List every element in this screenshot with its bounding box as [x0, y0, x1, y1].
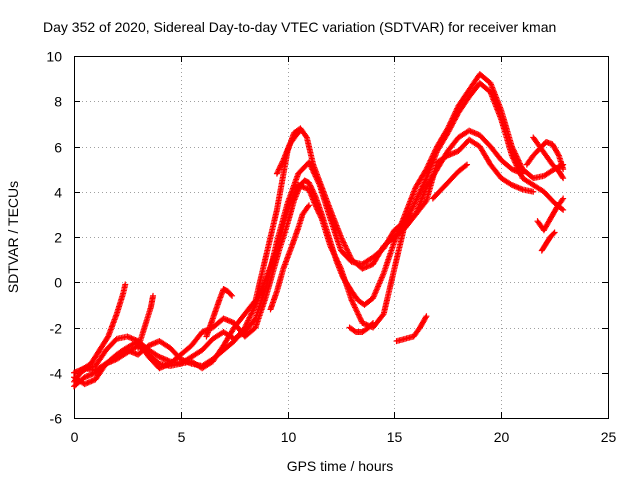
data-point [296, 128, 303, 135]
data-point [305, 202, 312, 209]
x-axis-label: GPS time / hours [287, 458, 394, 474]
data-point [279, 159, 286, 166]
series-burst-j [534, 195, 567, 234]
ticks: 0 5 10 15 20 25 -6 -4 -2 0 2 4 6 8 10 [46, 49, 616, 446]
y-tick-label: -4 [50, 366, 63, 382]
data-point [314, 207, 321, 214]
data-point [314, 206, 321, 213]
data-point [368, 321, 375, 328]
data-point [370, 319, 377, 326]
x-tick-label: 25 [601, 429, 617, 445]
series-burst-g [393, 313, 430, 345]
data-point [277, 162, 284, 169]
data-point [530, 188, 537, 195]
data-point [229, 292, 236, 299]
series-burst-c [203, 286, 236, 340]
x-tick-label: 0 [71, 429, 79, 445]
series-burst-e [273, 127, 304, 177]
data-point [313, 205, 320, 212]
series-burst-a [77, 281, 129, 374]
data-point [519, 170, 526, 177]
data-point [305, 179, 312, 186]
data-point [279, 158, 286, 165]
data-point [316, 211, 323, 218]
y-tick-label: 8 [54, 94, 62, 110]
x-tick-label: 5 [178, 429, 186, 445]
data-point [275, 167, 282, 174]
data-point [307, 182, 314, 189]
data-point [550, 230, 557, 237]
y-axis-label: SDTVAR / TECUs [5, 181, 21, 293]
data-point [277, 163, 284, 170]
y-tick-label: 6 [54, 140, 62, 156]
data-point [318, 214, 325, 221]
chart-title: Day 352 of 2020, Sidereal Day-to-day VTE… [43, 19, 556, 35]
series-burst-i [523, 138, 567, 173]
y-tick-label: 10 [46, 49, 62, 65]
data-point [560, 206, 567, 213]
data-point [315, 209, 322, 216]
series-burst-h [429, 161, 471, 202]
data-point [316, 210, 323, 217]
data-point [423, 313, 430, 320]
data-point [275, 166, 282, 173]
series-track-1 [71, 71, 567, 388]
data-point [560, 175, 567, 182]
data-point [302, 133, 309, 140]
data-point [227, 291, 234, 298]
data-point [551, 229, 558, 236]
data-point [305, 203, 312, 210]
series-burst-f [346, 319, 377, 336]
data-point [462, 162, 469, 169]
y-tick-label: -2 [50, 321, 63, 337]
data-point [155, 359, 162, 366]
x-tick-label: 20 [494, 429, 510, 445]
data-point [560, 195, 567, 202]
series-burst-l [530, 134, 567, 182]
data-point [464, 161, 471, 168]
data-point [312, 202, 319, 209]
data-point [313, 203, 320, 210]
data-point [422, 314, 429, 321]
data-point [122, 281, 129, 288]
data-point [297, 127, 304, 134]
data-point [379, 312, 386, 319]
y-tick-label: -6 [50, 411, 63, 427]
data-point [317, 213, 324, 220]
data-point [278, 161, 285, 168]
y-tick-label: 2 [54, 230, 62, 246]
y-tick-label: 4 [54, 185, 62, 201]
data-point [273, 170, 280, 177]
data-point [274, 169, 281, 176]
x-tick-label: 15 [387, 429, 403, 445]
data-point [276, 165, 283, 172]
data-point [150, 292, 157, 299]
series-burst-d [267, 202, 312, 313]
y-tick-label: 0 [54, 275, 62, 291]
data-point [555, 151, 562, 158]
data-point [559, 174, 566, 181]
data-point [559, 196, 566, 203]
data-point [306, 181, 313, 188]
data-point [104, 334, 111, 341]
series-burst-b [135, 292, 157, 351]
series-burst-k [538, 229, 558, 254]
data-point [560, 166, 567, 173]
data-point [558, 205, 565, 212]
x-tick-label: 10 [281, 429, 297, 445]
data-point [251, 298, 258, 305]
data-points [71, 71, 567, 390]
